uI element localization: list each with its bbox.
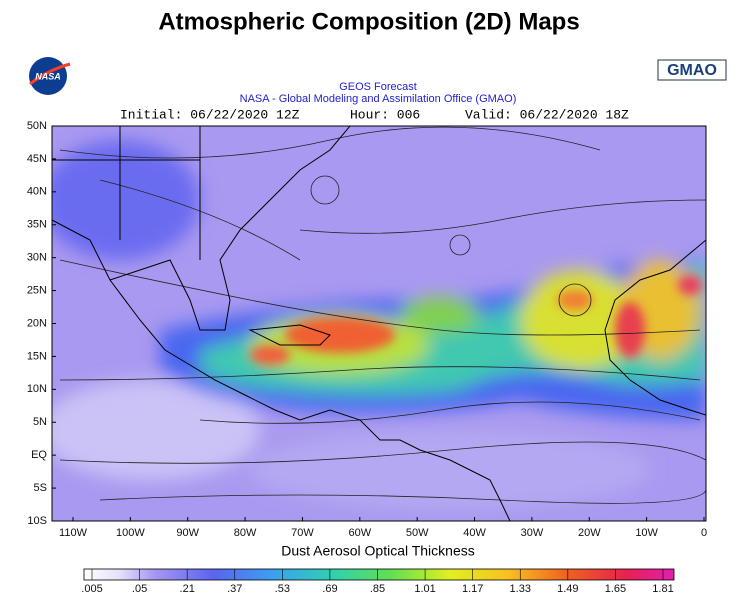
gmao-logo-text: GMAO [667,62,717,79]
lat-label: 15N [27,350,47,362]
colorbar-label: .37 [227,583,242,595]
lat-label: 5N [33,416,47,428]
lat-label: 5S [34,482,47,494]
title: Atmospheric Composition (2D) Maps [158,8,579,35]
lat-label: 10N [27,383,47,395]
lat-label: 10S [27,515,47,527]
lon-label: 80W [234,527,257,539]
lon-label: 50W [406,527,429,539]
lon-label: 110W [59,527,88,539]
colorbar-label: .53 [275,583,290,595]
lat-label: 25N [27,284,47,296]
subtitle: GEOS Forecast [339,81,417,93]
lon-label: 100W [116,527,145,539]
initial-time: Initial: 06/22/2020 12Z [120,107,300,122]
colorbar-label: 1.81 [652,583,673,595]
colorbar-label: 1.33 [510,583,531,595]
lat-label: 45N [27,153,47,165]
lon-label: 10W [635,527,658,539]
colorbar-label: 1.49 [557,583,578,595]
nasa-logo: NASA [29,57,71,95]
lon-label: 30W [521,527,544,539]
colorbar-label: .69 [322,583,337,595]
lat-label: 20N [27,317,47,329]
colorbar-label: .85 [370,583,385,595]
streamlines [59,126,706,504]
lon-label: 60W [349,527,372,539]
colorbar-label: 1.17 [462,583,483,595]
colorbar-label: .05 [132,583,147,595]
gmao-logo: GMAO [657,59,727,81]
colorbar-label: .21 [180,583,195,595]
source: NASA - Global Modeling and Assimilation … [240,93,517,105]
lat-label: 40N [27,186,47,198]
lat-label: 50N [27,120,47,132]
forecast-hour: Hour: 006 [350,107,420,122]
lon-label: 90W [176,527,199,539]
valid-time: Valid: 06/22/2020 18Z [465,107,629,122]
colorbar-label: 1.65 [605,583,626,595]
colorbar-label: .005 [81,583,102,595]
colorbar-label: 1.01 [414,583,435,595]
lon-label: 0 [701,527,707,539]
nasa-logo-text: NASA [35,71,61,81]
lon-label: 40W [463,527,486,539]
lat-label: EQ [31,449,47,461]
coastlines [52,126,706,521]
lat-label: 30N [27,252,47,264]
colorbar [83,568,675,581]
lon-label: 70W [291,527,314,539]
lon-label: 20W [578,527,601,539]
lat-label: 35N [27,219,47,231]
map-field [52,126,706,521]
variable-name: Dust Aerosol Optical Thickness [281,543,475,559]
